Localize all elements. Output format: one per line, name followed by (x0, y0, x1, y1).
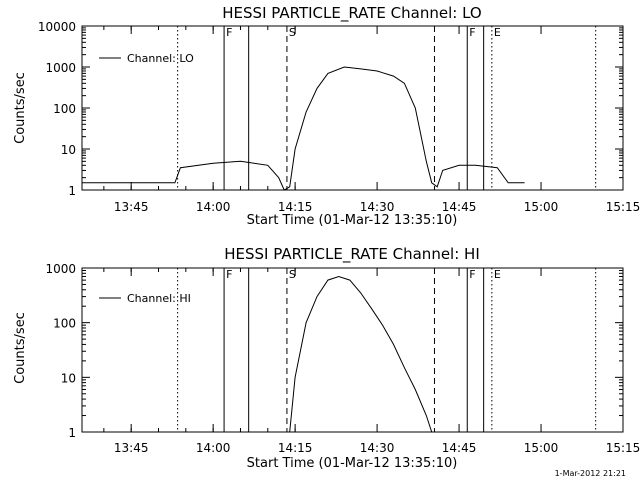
lo-channel-panel: HESSI PARTICLE_RATE Channel: LO Counts/s… (13, 4, 640, 228)
lo-x-tick-label: 14:00 (196, 200, 231, 214)
hi-x-tick-label: 14:00 (196, 441, 231, 455)
hi-x-tick-label: 14:45 (442, 441, 477, 455)
lo-y-tick-label: 100 (53, 102, 76, 116)
lo-y-tick-label: 10000 (38, 20, 76, 34)
hi-flag-label: F (226, 268, 232, 281)
lo-x-tick-label: 14:15 (278, 200, 313, 214)
hi-y-tick-label: 1 (68, 426, 76, 440)
hi-x-axis-label: Start Time (01-Mar-12 13:35:10) (247, 456, 458, 471)
lo-x-tick-label: 15:15 (606, 200, 640, 214)
lo-x-tick-label: 14:30 (360, 200, 395, 214)
hi-flag-label: E (494, 268, 501, 281)
hi-y-tick-label: 10 (61, 371, 76, 385)
lo-flag-label: E (494, 26, 501, 39)
hi-flag-label: F (469, 268, 475, 281)
lo-x-tick-label: 14:45 (442, 200, 477, 214)
hi-plot-frame (81, 267, 624, 433)
hi-flag-label: S (289, 268, 296, 281)
hi-x-tick-label: 14:15 (278, 441, 313, 455)
lo-flag-label: F (469, 26, 475, 39)
lo-x-axis-label: Start Time (01-Mar-12 13:35:10) (247, 213, 458, 228)
hi-y-tick-label: 100 (53, 317, 76, 331)
hi-x-tick-label: 15:15 (606, 441, 640, 455)
lo-series-line (82, 66, 525, 191)
lo-legend-label: Channel: LO (127, 52, 194, 65)
hi-y-axis-label: Counts/sec (13, 312, 28, 384)
hi-x-tick-label: 15:00 (524, 441, 559, 455)
hi-legend-label: Channel: HI (127, 292, 191, 305)
lo-y-tick-label: 1000 (45, 61, 76, 75)
lo-y-axis-label: Counts/sec (13, 72, 28, 144)
hi-y-tick-label: 1000 (45, 262, 76, 276)
footer-timestamp: 1-Mar-2012 21:21 (555, 469, 626, 478)
lo-y-tick-label: 10 (61, 143, 76, 157)
lo-chart-title: HESSI PARTICLE_RATE Channel: LO (222, 4, 481, 23)
lo-y-tick-label: 1 (68, 184, 76, 198)
hi-series-line (289, 275, 433, 433)
lo-x-tick-label: 13:45 (114, 200, 149, 214)
lo-flag-label: S (289, 26, 296, 39)
hi-x-tick-label: 13:45 (114, 441, 149, 455)
lo-flag-label: F (226, 26, 232, 39)
hi-channel-panel: HESSI PARTICLE_RATE Channel: HI Counts/s… (13, 245, 640, 471)
hi-x-tick-label: 14:30 (360, 441, 395, 455)
hi-chart-title: HESSI PARTICLE_RATE Channel: HI (224, 245, 480, 264)
lo-plot-frame (81, 25, 624, 191)
lo-x-tick-label: 15:00 (524, 200, 559, 214)
